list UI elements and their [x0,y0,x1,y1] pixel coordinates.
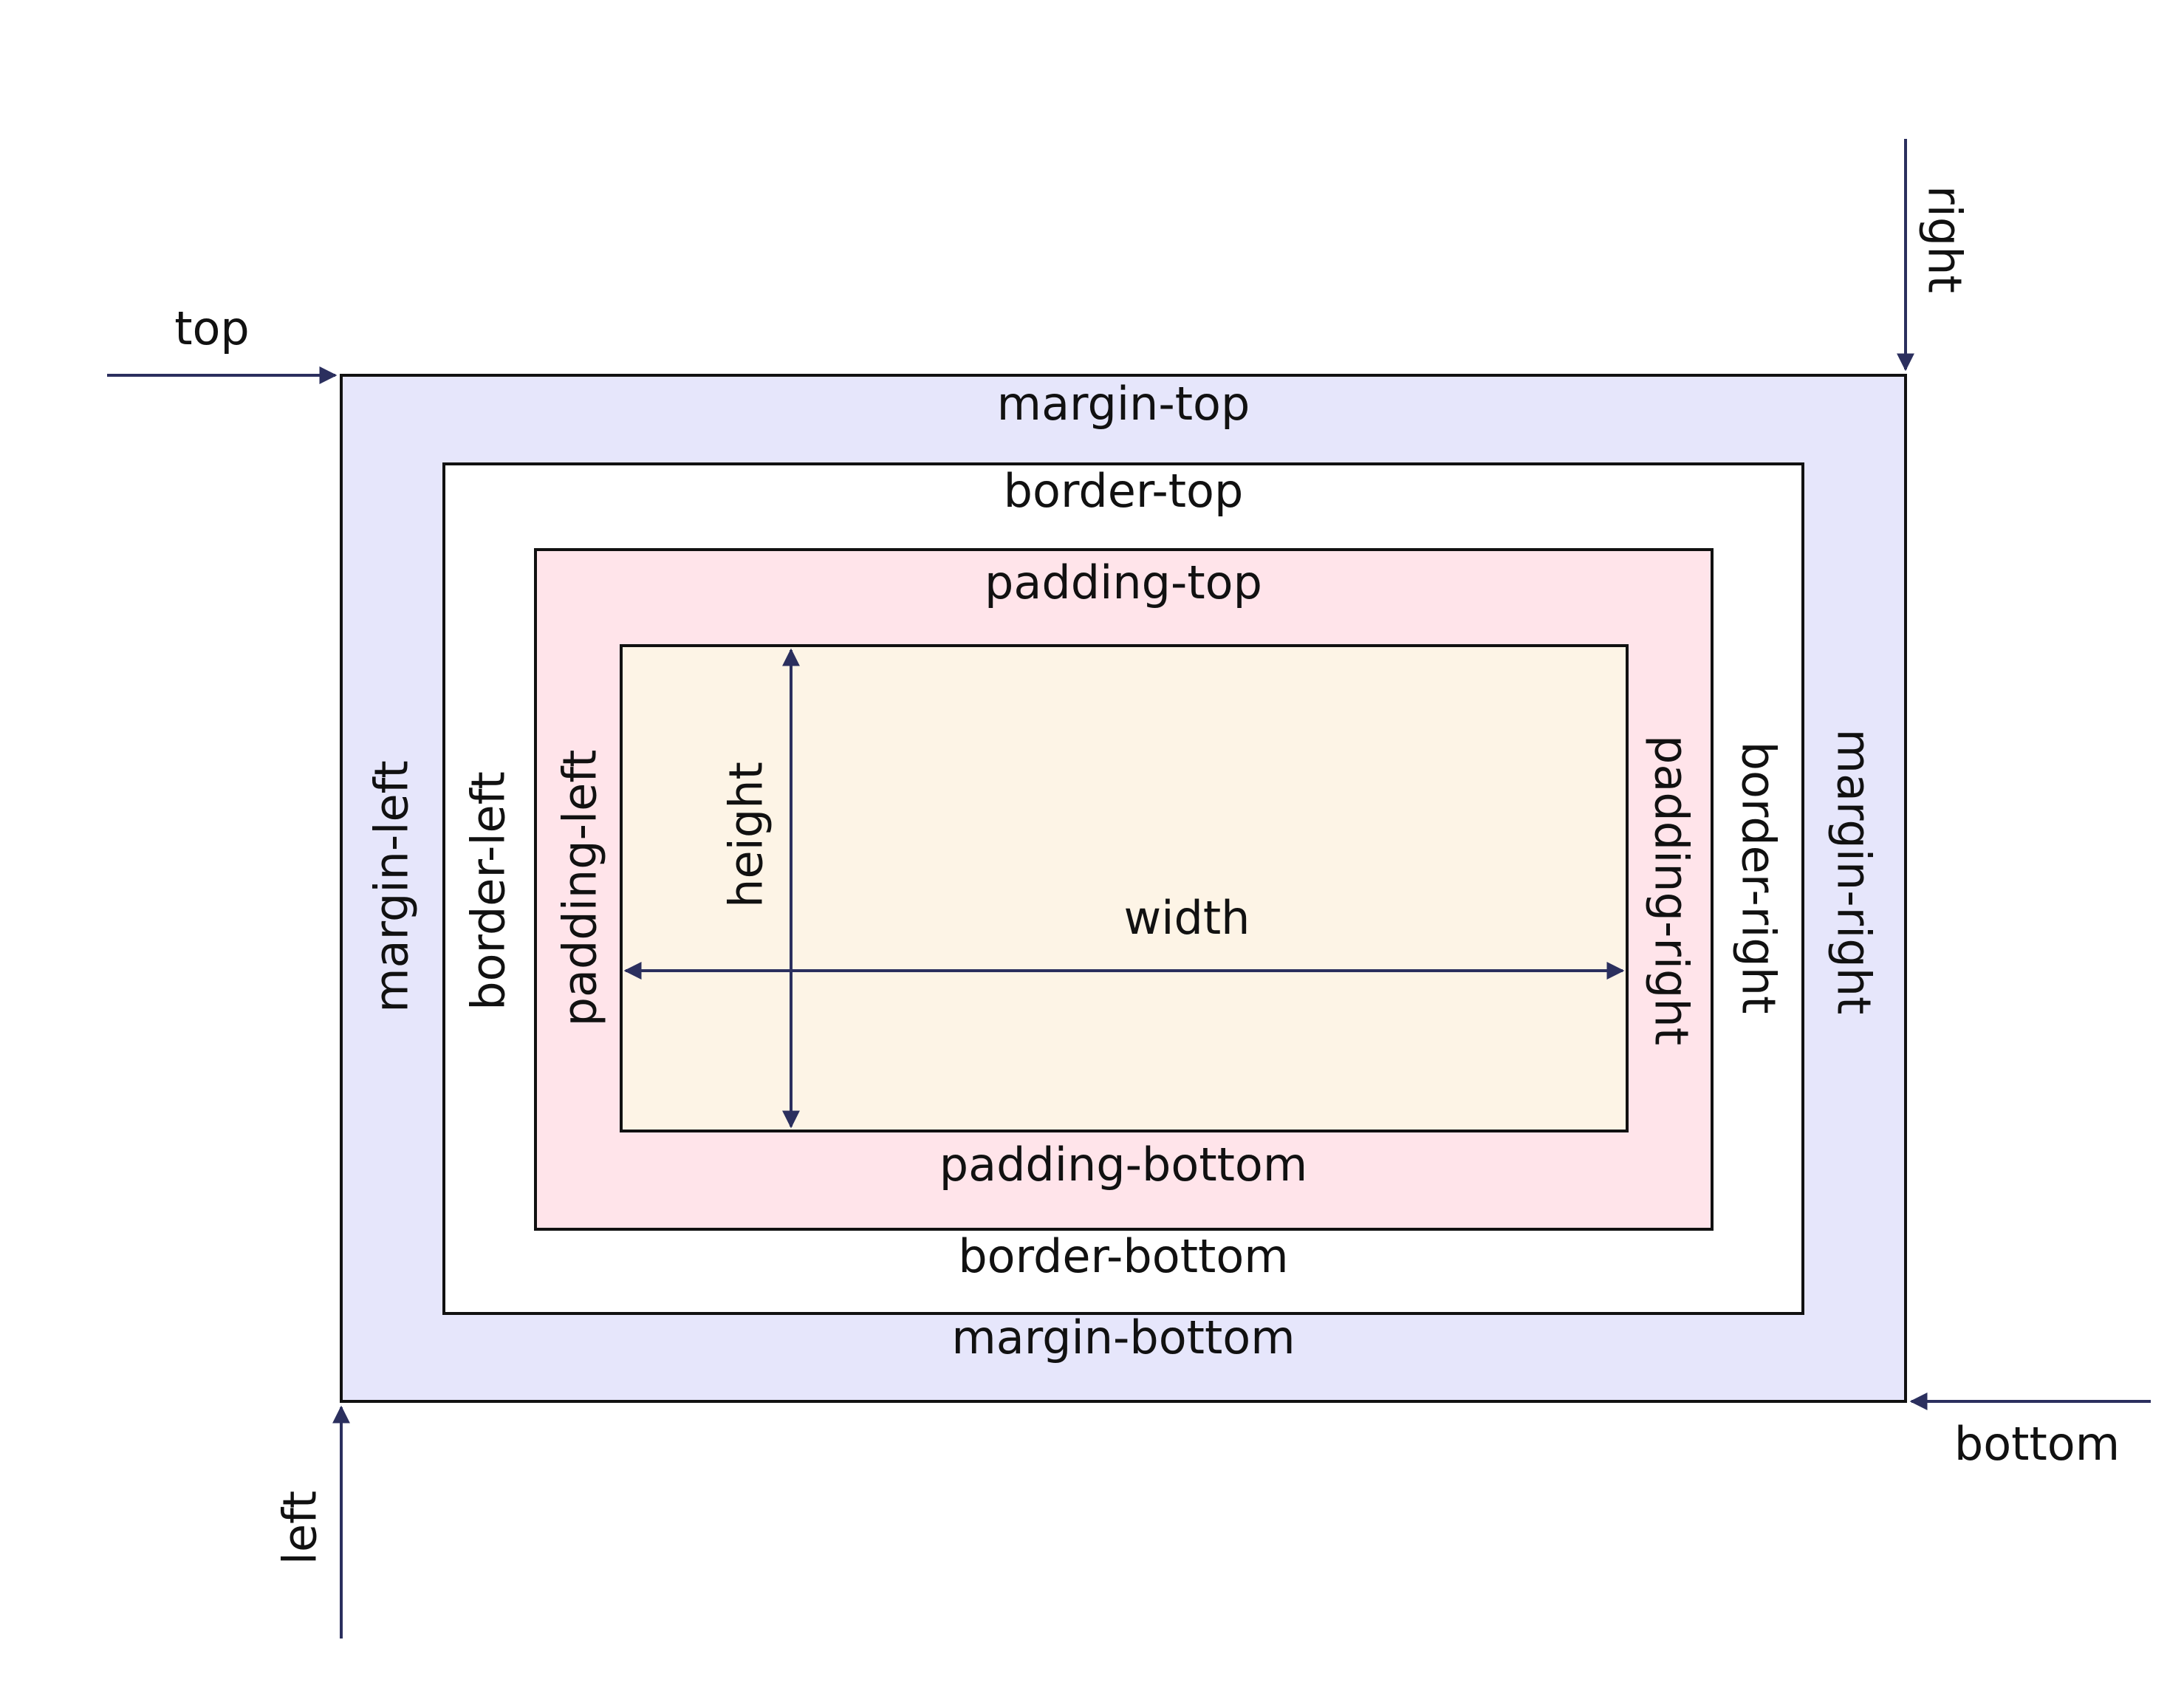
left-label: left [273,1491,327,1565]
border-right-label: border-right [1732,742,1786,1014]
padding-left-label: padding-left [553,750,607,1027]
bottom-label: bottom [1954,1417,2120,1471]
border-bottom-label: border-bottom [958,1229,1288,1283]
border-left-label: border-left [462,771,516,1011]
width-label: width [1124,891,1250,945]
margin-bottom-label: margin-bottom [951,1311,1295,1364]
top-label: top [174,301,250,355]
padding-bottom-label: padding-bottom [939,1138,1308,1192]
margin-left-label: margin-left [365,760,419,1012]
padding-top-label: padding-top [985,556,1262,609]
padding-right-label: padding-right [1645,735,1699,1045]
right-label: right [1918,185,1972,293]
border-top-label: border-top [1004,464,1244,518]
margin-right-label: margin-right [1827,729,1881,1015]
height-label: height [719,762,773,908]
margin-top-label: margin-top [997,377,1250,431]
